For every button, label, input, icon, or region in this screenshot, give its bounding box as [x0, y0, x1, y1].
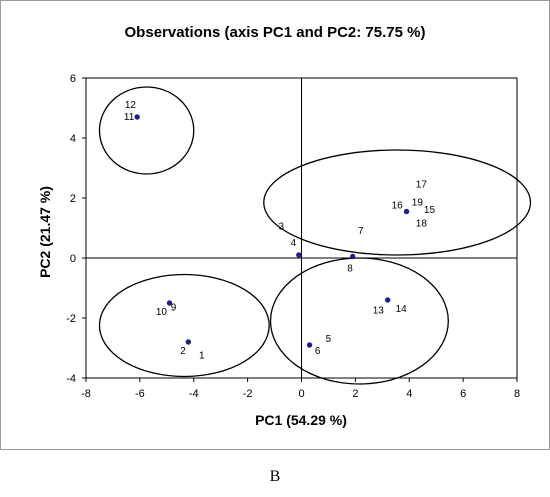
point-label: 7 [358, 226, 364, 237]
data-points [134, 114, 410, 348]
chart-title: Observations (axis PC1 and PC2: 75.75 %) [125, 24, 426, 41]
data-point [134, 114, 140, 120]
x-tick-label: -6 [135, 388, 145, 400]
point-label: 11 [124, 112, 135, 123]
data-point [306, 342, 313, 348]
data-point [403, 208, 410, 215]
point-label: 14 [396, 304, 408, 315]
point-label: 18 [416, 219, 428, 230]
x-tick-label: 6 [460, 388, 466, 400]
point-label: 3 [279, 222, 285, 233]
x-axis-ticks: -8 -6 -4 -2 0 2 4 6 8 [81, 378, 520, 400]
cluster-ellipse-4 [263, 149, 532, 256]
point-label: 5 [326, 334, 332, 345]
y-tick-label: 0 [70, 253, 76, 265]
x-tick-label: 8 [514, 388, 520, 400]
point-label: 8 [347, 264, 353, 275]
panel-label: B [269, 468, 281, 485]
x-tick-label: -4 [189, 388, 199, 400]
cluster-ellipse-3 [269, 257, 449, 385]
point-label: 16 [392, 201, 404, 212]
x-tick-label: -2 [243, 388, 253, 400]
x-axis-title: PC1 (54.29 %) [255, 412, 347, 428]
point-label: 17 [416, 180, 428, 191]
point-label: 19 [412, 198, 424, 209]
x-tick-label: -8 [81, 388, 91, 400]
y-axis-title: PC2 (21.47 %) [37, 186, 53, 278]
y-tick-label: 4 [70, 133, 76, 145]
point-label: 10 [156, 307, 168, 318]
point-label: 15 [424, 205, 436, 216]
y-axis-ticks: -4 -2 0 2 4 6 [66, 73, 86, 385]
x-tick-label: 2 [352, 388, 358, 400]
point-label: 13 [373, 306, 385, 317]
point-label: 1 [199, 351, 205, 362]
point-label: 2 [180, 346, 186, 357]
data-point [185, 339, 192, 345]
data-point [166, 300, 173, 306]
cluster-ellipse-2 [98, 273, 270, 378]
data-point [385, 297, 391, 303]
cluster-ellipse-1 [98, 86, 195, 175]
point-label: 4 [291, 238, 297, 249]
x-tick-label: 0 [298, 388, 304, 400]
y-tick-label: -2 [66, 313, 76, 325]
x-tick-label: 4 [406, 388, 412, 400]
y-tick-label: -4 [66, 373, 76, 385]
y-tick-label: 6 [70, 73, 76, 85]
point-label: 12 [125, 100, 137, 111]
data-point [349, 253, 356, 260]
axes [85, 77, 518, 379]
cluster-ellipses [98, 86, 532, 385]
point-label: 9 [171, 303, 177, 314]
y-tick-label: 2 [70, 193, 76, 205]
data-point [296, 252, 302, 258]
point-label: 6 [315, 346, 321, 357]
